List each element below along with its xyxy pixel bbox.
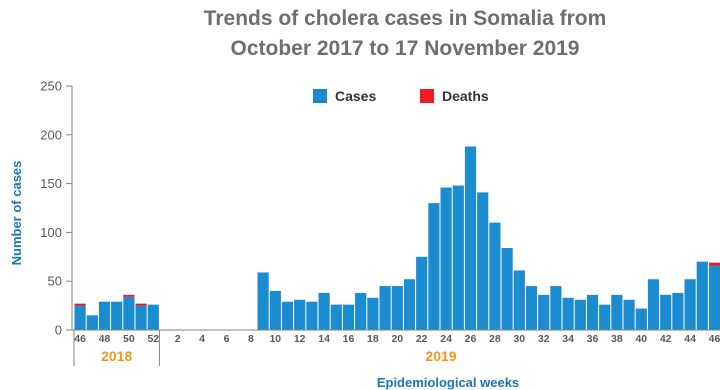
bar-cases [269,290,281,330]
bar-cases [111,301,123,330]
x-axis: 46 48 50 52 2 4 6 8 10 12 14 16 18 20 22 24 26 28 30 32 34 36… [72,329,720,345]
x-tick-label: 36 [587,333,599,345]
year-groups: 2018 2019 [73,330,457,366]
bar-cases [342,304,355,330]
x-tick-label: 32 [538,333,550,345]
bar-cases [660,294,672,330]
legend-cases-swatch [313,89,327,103]
bar-cases [330,304,342,330]
bar-cases [477,192,489,330]
x-tick-label: 30 [513,333,525,345]
y-tick-label: 200 [40,127,62,142]
bars [74,146,720,330]
x-tick-label: 12 [294,333,306,345]
bar-cases [147,304,159,330]
bar-cases [355,292,367,330]
x-tick-label: 28 [489,333,501,345]
x-tick-label: 8 [248,333,254,345]
x-tick-label: 22 [416,333,428,345]
bar-cases [452,185,464,330]
bar-cases [501,248,513,330]
bar-cases [440,187,452,330]
bar-cases [611,294,623,330]
bar-cases [635,308,647,330]
x-tick-label: 4 [199,333,205,345]
bar-cases [513,270,525,330]
x-tick-label: 10 [269,333,281,345]
x-tick-label: 42 [660,333,672,345]
x-tick-label: 20 [391,333,403,345]
bar-cases [464,146,477,330]
bar-cases [599,304,611,330]
bar-cases [123,296,135,330]
x-tick-label: 16 [343,333,355,345]
x-tick-label: 2 [175,333,181,345]
bar-cases [403,279,416,330]
x-tick-label: 38 [611,333,623,345]
bar-cases [74,305,86,330]
legend-deaths-swatch [420,89,434,103]
bar-cases [367,297,379,330]
bar-cases [525,286,538,330]
bar-cases [306,301,318,330]
bar-cases [428,203,440,330]
y-axis: 0 50 100 150 200 250 [40,79,73,338]
legend-cases-label: Cases [335,88,376,104]
x-tick-label: 48 [99,333,111,345]
bar-cases [391,286,403,330]
y-tick-label: 50 [48,274,62,289]
bar-cases [281,301,294,330]
chart-title-line-2: October 2017 to 17 November 2019 [230,37,579,60]
bar-cases [684,279,696,330]
bar-cases [86,315,98,330]
bar-cases [98,301,111,330]
bar-cases [623,299,635,330]
y-tick-label: 100 [40,225,62,240]
y-tick-label: 150 [40,176,62,191]
x-tick-label: 40 [635,333,647,345]
bar-cases [550,286,562,330]
bar-deaths [135,303,147,306]
bar-cases [672,292,684,330]
bar-deaths [708,262,720,266]
bar-cases [489,222,501,330]
bar-cases [416,256,428,330]
x-tick-label: 44 [684,333,696,345]
year-label: 2018 [101,348,132,364]
bar-cases [257,272,269,330]
bar-cases [696,261,708,330]
bar-cases [562,297,574,330]
x-tick-label: 26 [465,333,477,345]
year-label: 2019 [425,348,456,364]
x-tick-label: 24 [440,333,452,345]
y-tick-label: 0 [55,323,62,338]
y-tick-label: 250 [40,79,62,94]
bar-cases [318,292,330,330]
bar-deaths [123,294,135,297]
x-tick-label: 46 [74,333,86,345]
legend: Cases Deaths [313,88,489,104]
y-axis-label: Number of cases [9,161,24,266]
legend-deaths-label: Deaths [442,88,489,104]
x-tick-label: 34 [562,333,574,345]
bar-deaths [74,303,86,306]
x-tick-label: 50 [123,333,135,345]
bar-cases [647,279,660,330]
x-tick-label: 18 [367,333,379,345]
x-tick-label: 52 [147,333,159,345]
bar-cases [574,299,586,330]
x-tick-label: 14 [318,333,330,345]
bar-cases [586,294,599,330]
x-axis-label: Epidemiological weeks [377,375,519,390]
x-tick-label: 46 [709,333,720,345]
x-tick-label: 6 [224,333,230,345]
bar-cases [135,305,147,330]
bar-cases [379,286,391,330]
bar-cases [538,294,550,330]
bar-cases [708,265,720,330]
chart-title-line-1: Trends of cholera cases in Somalia from [204,7,607,30]
bar-cases [294,299,306,330]
